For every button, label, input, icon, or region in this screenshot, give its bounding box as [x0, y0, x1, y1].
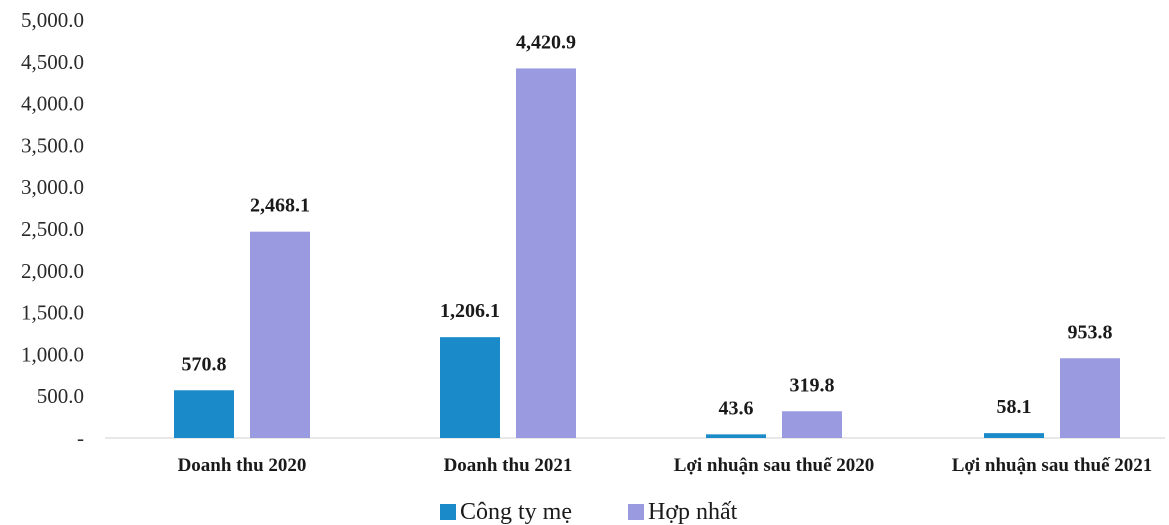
y-tick-label: 1,500.0: [21, 301, 84, 325]
data-label: 953.8: [1068, 321, 1113, 343]
y-tick-label: 2,500.0: [21, 217, 84, 241]
legend-label: Hợp nhất: [648, 499, 738, 525]
legend-label: Công ty mẹ: [460, 499, 572, 525]
data-label: 43.6: [719, 397, 754, 419]
data-label: 570.8: [182, 353, 227, 375]
y-tick-label: 3,000.0: [21, 175, 84, 199]
bars: 570.8 2,468.1 1,206.1 4,420.9 43.6 319.8 58.1 9…: [174, 31, 1120, 439]
x-tick-label: Doanh thu 2021: [444, 455, 573, 476]
bar-hop-nhat: [516, 68, 576, 439]
legend-swatch: [628, 504, 644, 520]
x-tick-label: Lợi nhuận sau thuế 2020: [674, 455, 875, 476]
y-axis: - 500.0 1,000.0 1,500.0 2,000.0 2,500.0 3,000.…: [21, 8, 84, 450]
bar-hop-nhat: [782, 411, 842, 438]
y-tick-label: -: [77, 426, 84, 450]
x-axis: Doanh thu 2020 Doanh thu 2021 Lợi nhuận sa…: [178, 455, 1153, 476]
y-tick-label: 2,000.0: [21, 259, 84, 283]
x-tick-label: Doanh thu 2020: [178, 455, 307, 476]
legend-swatch: [440, 504, 456, 520]
data-label: 58.1: [997, 396, 1032, 418]
legend: Công ty mẹ Hợp nhất: [440, 499, 738, 525]
bar-hop-nhat: [1060, 358, 1120, 438]
data-label: 4,420.9: [516, 31, 576, 53]
y-tick-label: 5,000.0: [21, 8, 84, 32]
y-tick-label: 3,500.0: [21, 133, 84, 157]
x-tick-label: Lợi nhuận sau thuế 2021: [952, 455, 1153, 476]
y-tick-label: 1,000.0: [21, 342, 84, 366]
bar-cong-ty-me: [706, 434, 766, 438]
y-tick-label: 4,500.0: [21, 50, 84, 74]
y-tick-label: 500.0: [37, 384, 84, 408]
bar-cong-ty-me: [440, 337, 500, 438]
bar-cong-ty-me: [174, 390, 234, 438]
bar-hop-nhat: [250, 231, 310, 438]
y-tick-label: 4,000.0: [21, 92, 84, 116]
data-label: 2,468.1: [250, 195, 310, 217]
data-label: 1,206.1: [440, 300, 500, 322]
bar-cong-ty-me: [984, 433, 1044, 438]
data-label: 319.8: [790, 374, 835, 396]
